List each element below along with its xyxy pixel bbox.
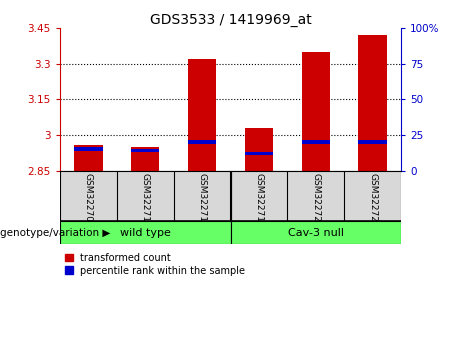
- Text: GSM322722: GSM322722: [368, 173, 377, 228]
- Bar: [301, 140, 330, 144]
- Bar: [131, 147, 160, 171]
- Text: GSM322703: GSM322703: [84, 173, 93, 228]
- Text: GSM322717: GSM322717: [141, 173, 150, 228]
- Bar: [60, 221, 230, 244]
- Bar: [74, 148, 102, 151]
- Text: GSM322718: GSM322718: [198, 173, 207, 228]
- Bar: [188, 59, 216, 171]
- Bar: [245, 152, 273, 155]
- Title: GDS3533 / 1419969_at: GDS3533 / 1419969_at: [150, 13, 311, 27]
- Bar: [74, 144, 102, 171]
- Bar: [131, 149, 160, 153]
- Text: GSM322721: GSM322721: [311, 173, 320, 228]
- Bar: [245, 128, 273, 171]
- Bar: [230, 221, 401, 244]
- Text: wild type: wild type: [120, 228, 171, 238]
- Text: Cav-3 null: Cav-3 null: [288, 228, 344, 238]
- Bar: [301, 52, 330, 171]
- Text: genotype/variation ▶: genotype/variation ▶: [0, 228, 110, 238]
- Bar: [358, 140, 387, 144]
- Text: GSM322719: GSM322719: [254, 173, 263, 228]
- Bar: [188, 140, 216, 144]
- Bar: [358, 35, 387, 171]
- Legend: transformed count, percentile rank within the sample: transformed count, percentile rank withi…: [65, 253, 245, 275]
